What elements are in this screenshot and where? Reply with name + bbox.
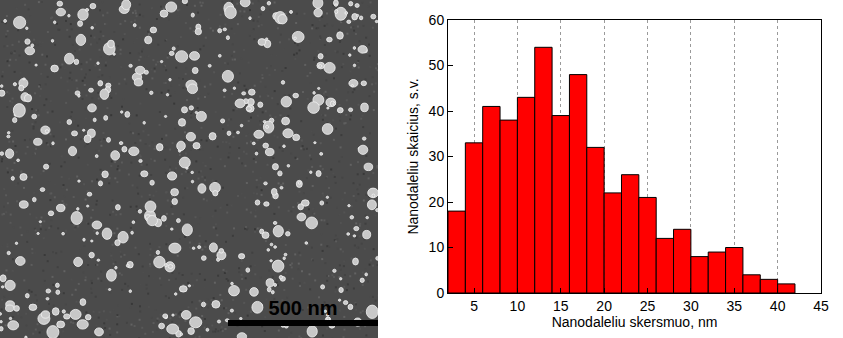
svg-text:40: 40: [770, 298, 786, 314]
svg-text:5: 5: [470, 298, 478, 314]
svg-text:Nanodaleliu skaicius, s.v.: Nanodaleliu skaicius, s.v.: [405, 78, 421, 234]
svg-text:500 nm: 500 nm: [269, 297, 338, 319]
svg-text:60: 60: [429, 12, 445, 28]
svg-text:0: 0: [436, 285, 444, 301]
svg-text:10: 10: [429, 239, 445, 255]
svg-text:20: 20: [596, 298, 612, 314]
svg-text:15: 15: [553, 298, 569, 314]
svg-text:30: 30: [429, 148, 445, 164]
svg-text:Nanodaleliu skersmuo, nm: Nanodaleliu skersmuo, nm: [552, 314, 718, 330]
svg-text:25: 25: [640, 298, 656, 314]
svg-text:50: 50: [429, 57, 445, 73]
svg-text:30: 30: [683, 298, 699, 314]
svg-text:40: 40: [429, 103, 445, 119]
svg-text:10: 10: [510, 298, 526, 314]
svg-text:20: 20: [429, 194, 445, 210]
svg-text:35: 35: [726, 298, 742, 314]
svg-text:45: 45: [813, 298, 829, 314]
